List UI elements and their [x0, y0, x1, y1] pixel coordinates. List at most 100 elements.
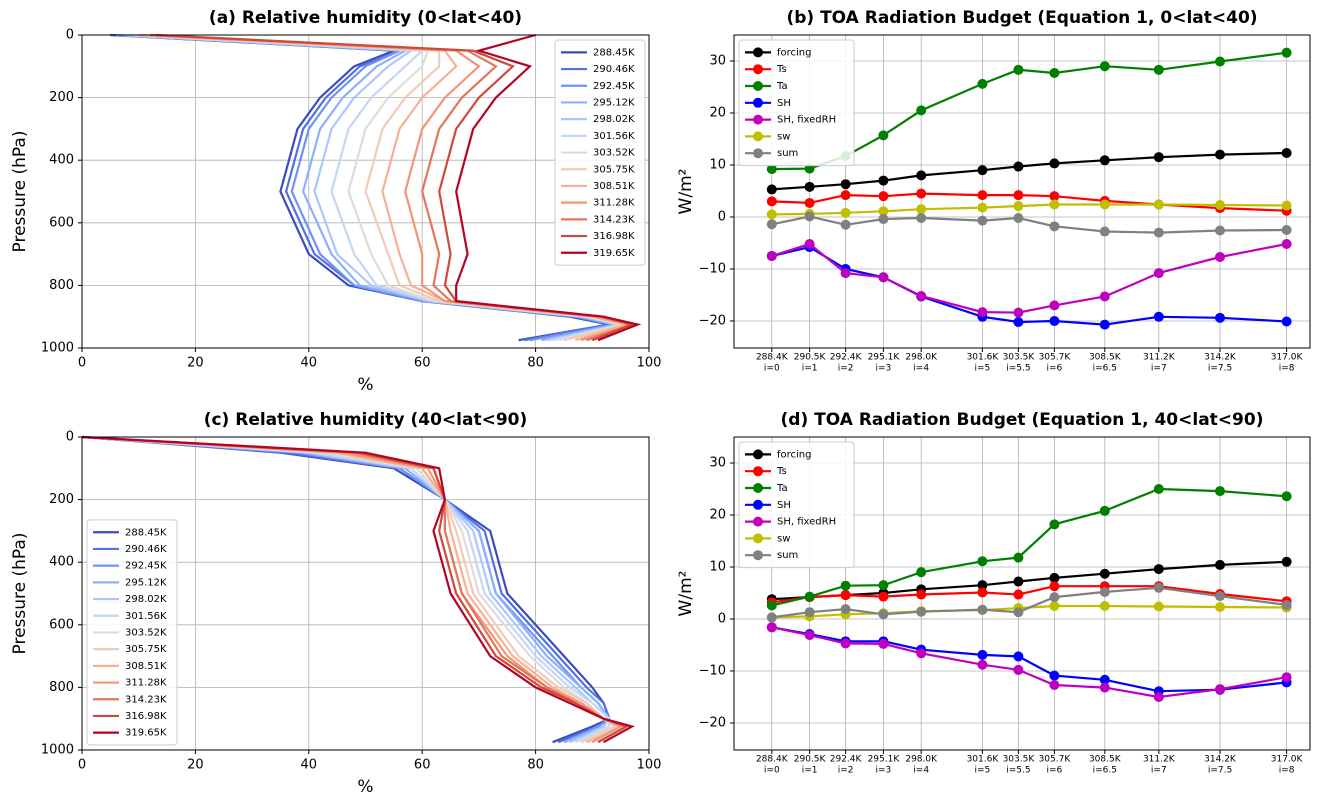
legend-label: 298.02K [125, 594, 167, 605]
point [840, 268, 851, 279]
legend-label: 288.45K [125, 527, 167, 538]
point [977, 307, 988, 318]
legend-label: 311.28K [593, 198, 635, 209]
legend-label: 308.51K [125, 661, 167, 672]
point [916, 589, 927, 600]
point [916, 213, 927, 224]
point [840, 580, 851, 591]
legend-label: SH, fixedRH [777, 115, 836, 126]
x-tick-label: 305.7K [1039, 755, 1072, 765]
point [1153, 564, 1164, 575]
x-tick-index-label: i=6 [1047, 364, 1063, 374]
x-tick-index-label: i=6 [1047, 766, 1063, 776]
profile-line [132, 33, 621, 342]
point [1153, 268, 1164, 279]
point [916, 291, 927, 302]
point [1013, 651, 1024, 662]
legend-label: 308.51K [593, 181, 635, 192]
x-tick-index-label: i=4 [913, 364, 929, 374]
series-line [771, 585, 1287, 604]
x-tick-label: 0 [78, 356, 86, 371]
point [1049, 581, 1060, 592]
x-tick-label: 80 [527, 758, 544, 773]
x-tick-label: 40 [301, 758, 318, 773]
y-tick-label: 1000 [41, 341, 74, 356]
point [1215, 200, 1225, 211]
point [977, 78, 988, 89]
point [1099, 682, 1110, 693]
x-tick-label: 20 [187, 356, 204, 371]
point [1099, 505, 1110, 516]
y-axis-label: W/m² [676, 169, 696, 215]
point [1049, 300, 1060, 311]
point [916, 204, 927, 215]
legend-label: 295.12K [593, 97, 635, 108]
point [1013, 552, 1024, 563]
legend-marker [753, 97, 763, 108]
legend-label: 314.23K [125, 694, 167, 705]
point [804, 239, 815, 250]
y-tick-label: 30 [709, 53, 726, 68]
point [1215, 591, 1225, 602]
x-tick-label: 314.2K [1204, 353, 1237, 363]
point [1013, 161, 1024, 172]
point [977, 190, 988, 201]
point [1281, 148, 1292, 159]
axes-frame [81, 436, 650, 751]
x-axis-label: % [357, 777, 373, 797]
point [1049, 158, 1060, 169]
point [878, 272, 889, 283]
x-tick-index-label: i=5 [975, 364, 991, 374]
point [878, 214, 889, 225]
panel-title: (a) Relative humidity (0<lat<40) [209, 8, 522, 28]
point [977, 604, 988, 615]
point [916, 606, 927, 617]
point [1153, 582, 1164, 593]
legend-label: 292.45K [125, 561, 167, 572]
point [878, 609, 889, 620]
point [1281, 239, 1292, 250]
legend-box [738, 39, 855, 167]
point [766, 184, 777, 195]
point [804, 607, 815, 618]
point [766, 196, 777, 207]
x-tick-label: 290.5K [794, 755, 827, 765]
panel: (b) TOA Radiation Budget (Equation 1, 0<… [676, 8, 1311, 374]
x-tick-label: 295.1K [868, 755, 901, 765]
profile-line [81, 435, 635, 744]
point [1281, 556, 1292, 567]
point [1049, 67, 1060, 78]
point [1099, 600, 1110, 611]
point [1049, 315, 1060, 326]
legend-label: 303.52K [125, 627, 167, 638]
series-line [771, 586, 1287, 619]
point [977, 580, 988, 591]
x-axis-label: % [357, 375, 373, 395]
point [878, 580, 889, 591]
x-tick-index-label: i=7 [1151, 364, 1167, 374]
legend-marker [753, 131, 763, 142]
x-tick-label: 292.4K [830, 353, 863, 363]
point [1281, 316, 1292, 327]
point [804, 630, 815, 641]
x-tick-label: 305.7K [1039, 353, 1072, 363]
point [916, 170, 927, 181]
x-tick-label: 80 [527, 356, 544, 371]
point [1013, 213, 1024, 224]
legend-box [554, 39, 646, 266]
legend-label: 301.56K [593, 131, 635, 142]
x-tick-label: 60 [414, 356, 431, 371]
point [1153, 199, 1164, 210]
legend-label: 319.65K [125, 728, 167, 739]
axes-frame [733, 34, 1311, 349]
x-tick-index-label: i=0 [764, 766, 780, 776]
point [1281, 672, 1292, 683]
point [1281, 599, 1292, 610]
x-tick-label: 295.1K [868, 353, 901, 363]
x-tick-label: 100 [637, 758, 662, 773]
legend-label: 303.52K [593, 148, 635, 159]
point [1215, 486, 1225, 497]
panel-title: (d) TOA Radiation Budget (Equation 1, 40… [781, 410, 1264, 430]
point [1215, 56, 1225, 67]
point [977, 587, 988, 598]
